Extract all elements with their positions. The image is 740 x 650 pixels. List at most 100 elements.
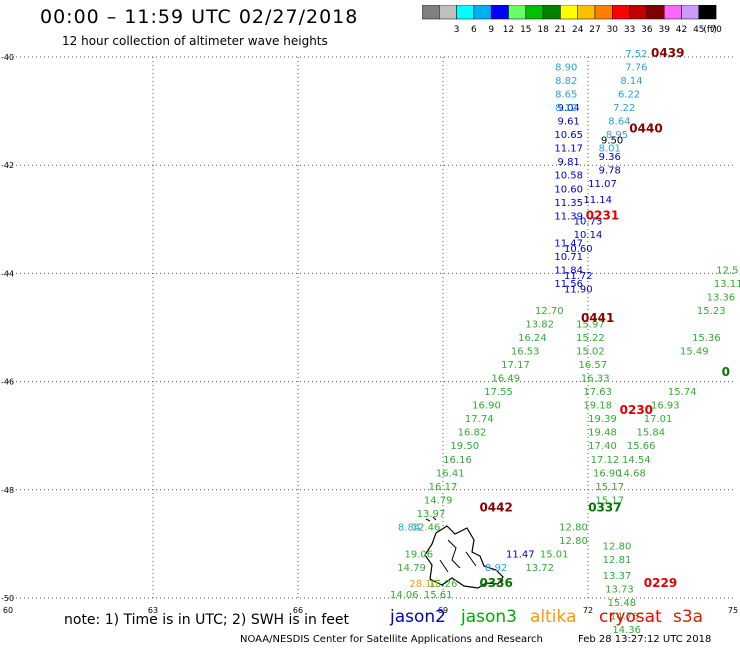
swh-value-jason2: 11.56 xyxy=(554,279,583,290)
swh-value-jason3: 15.17 xyxy=(595,482,624,493)
footer-note: note: 1) Time is in UTC; 2) SWH is in fe… xyxy=(64,612,350,628)
swh-value-jason3: 16.90 xyxy=(472,401,501,412)
swh-value-jason3: 15.01 xyxy=(540,549,569,560)
credit-line: NOAA/NESDIS Center for Satellite Applica… xyxy=(240,634,543,645)
legend-altika: altika xyxy=(530,607,577,627)
swh-value-cryosat: 7.22 xyxy=(613,103,635,114)
swh-value-jason3: 14.68 xyxy=(617,468,646,479)
x-tick-label: 63 xyxy=(148,606,158,615)
swh-value-jason3: 15.02 xyxy=(576,347,605,358)
swh-value-jason3: 16.57 xyxy=(579,360,608,371)
colorbar: 3 6 9 12 15 18 21 24 27 30 33 36 39 42 45 70(ft) xyxy=(422,5,722,35)
kerguelen-island-landmass xyxy=(424,516,504,589)
pass-time-label: 0230 xyxy=(620,403,653,417)
swh-value-jason3: 14.76 xyxy=(610,612,639,623)
swh-value-jason2: 10.65 xyxy=(554,130,583,141)
swh-value-cryosat: 6.22 xyxy=(618,90,640,101)
swh-value-jason3: 16.93 xyxy=(651,401,680,412)
swh-value-jason2: 9.36 xyxy=(599,152,621,163)
swh-value-cryosat: 8.65 xyxy=(555,90,577,101)
y-tick-label: -42 xyxy=(1,161,14,170)
swh-value-jason3: 13.72 xyxy=(525,563,554,574)
legend-jason3: jason3 xyxy=(461,607,517,627)
swh-value-s3a: 9.50 xyxy=(601,136,623,147)
swh-value-jason3: 15.26 xyxy=(429,579,458,590)
swh-value-jason2: 9.81 xyxy=(558,157,580,168)
swh-value-jason2: 10.60 xyxy=(554,184,583,195)
swh-value-jason2: 10.73 xyxy=(574,217,603,228)
colorbar-tick-label: 70 xyxy=(710,25,722,35)
colorbar-tick-label: 30 xyxy=(607,25,619,35)
swh-value-jason2: 11.47 xyxy=(554,238,583,249)
x-tick-label: 72 xyxy=(583,606,593,615)
swh-value-jason3: 13.97 xyxy=(417,509,446,520)
swh-value-jason3: 12.81 xyxy=(603,555,632,566)
swh-value-jason2: 11.07 xyxy=(588,179,617,190)
y-tick-label: -44 xyxy=(1,269,14,278)
swh-value-jason3: 17.01 xyxy=(644,414,673,425)
swh-value-jason3: 17.12 xyxy=(591,455,620,466)
swh-value-jason2: 10.60 xyxy=(564,244,593,255)
legend-jason2: jason2 xyxy=(390,607,446,627)
swh-value-jason3: 14.79 xyxy=(424,495,453,506)
swh-value-jason3: 17.74 xyxy=(465,414,494,425)
colorbar-tick-label: 9 xyxy=(488,25,494,35)
x-tick-label: 60 xyxy=(3,606,13,615)
swh-value-jason3: 16.90 xyxy=(593,468,622,479)
swh-value-jason3: 15.74 xyxy=(668,387,697,398)
colorbar-tick-label: 21 xyxy=(555,25,566,35)
pass-time-label: 0442 xyxy=(479,500,512,514)
swh-value-jason3: 14.54 xyxy=(622,455,651,466)
y-tick-label: -46 xyxy=(1,378,14,387)
swh-value-jason3: 16.82 xyxy=(458,428,487,439)
swh-value-jason2: 10.71 xyxy=(554,252,583,263)
swh-value-altika: 28.10 xyxy=(409,579,438,590)
x-tick-label: 66 xyxy=(293,606,303,615)
swh-value-jason3: 15.61 xyxy=(424,590,453,601)
colorbar-tick-label: 45 xyxy=(693,25,704,35)
swh-value-jason3: 13.82 xyxy=(525,320,554,331)
swh-value-jason2: 11.72 xyxy=(564,271,593,282)
swh-value-cryosat: 8.92 xyxy=(485,563,507,574)
swh-value-jason3: 19.48 xyxy=(588,428,617,439)
swh-value-jason3: 15.23 xyxy=(697,306,726,317)
swh-value-cryosat: 8.01 xyxy=(599,144,621,155)
swh-value-cryosat: 8.90 xyxy=(555,63,577,74)
swh-value-jason2: 10.58 xyxy=(554,171,583,182)
pass-time-label: 0229 xyxy=(644,576,677,590)
swh-value-jason3: 12.51 xyxy=(716,265,740,276)
swh-value-jason3: 16.49 xyxy=(492,374,521,385)
swh-value-jason3: 14.06 xyxy=(390,590,419,601)
colorbar-tick-label: 15 xyxy=(520,25,531,35)
chart-subtitle: 12 hour collection of altimeter wave hei… xyxy=(62,34,328,48)
legend-cryosat: cryosat xyxy=(599,607,662,627)
swh-value-jason3: 13.36 xyxy=(707,292,736,303)
x-tick-label: 69 xyxy=(438,606,448,615)
swh-value-jason3: 15.17 xyxy=(595,495,624,506)
pass-time-label: 0441 xyxy=(581,311,614,325)
swh-value-cryosat: 8.12 xyxy=(555,103,577,114)
colorbar-tick-label: 18 xyxy=(537,25,549,35)
pass-time-label: 0 xyxy=(722,365,730,379)
y-tick-label: -40 xyxy=(1,53,14,62)
colorbar-tick-label: 33 xyxy=(624,25,635,35)
colorbar-tick-label: 6 xyxy=(471,25,477,35)
swh-value-jason3: 15.84 xyxy=(637,428,666,439)
swh-value-jason3: 12.80 xyxy=(603,541,632,552)
pass-time-label: 0231 xyxy=(586,208,619,222)
pass-time-label: 0336 xyxy=(479,576,512,590)
chart-title: 00:00 – 11:59 UTC 02/27/2018 xyxy=(40,6,359,28)
colorbar-tick-label: 12 xyxy=(503,25,514,35)
swh-value-jason3: 19.06 xyxy=(405,549,434,560)
swh-value-jason3: 14.36 xyxy=(612,625,641,636)
swh-value-jason3: 12.70 xyxy=(535,306,564,317)
swh-value-jason3: 17.17 xyxy=(501,360,530,371)
swh-value-jason3: 13.37 xyxy=(603,571,632,582)
swh-value-jason3: 15.48 xyxy=(608,598,637,609)
colorbar-tick-label: 42 xyxy=(676,25,687,35)
colorbar-tick-label: 24 xyxy=(572,25,584,35)
swh-value-jason3: 15.49 xyxy=(680,347,709,358)
swh-value-jason3: 16.17 xyxy=(429,482,458,493)
swh-value-jason2: 11.84 xyxy=(554,265,583,276)
